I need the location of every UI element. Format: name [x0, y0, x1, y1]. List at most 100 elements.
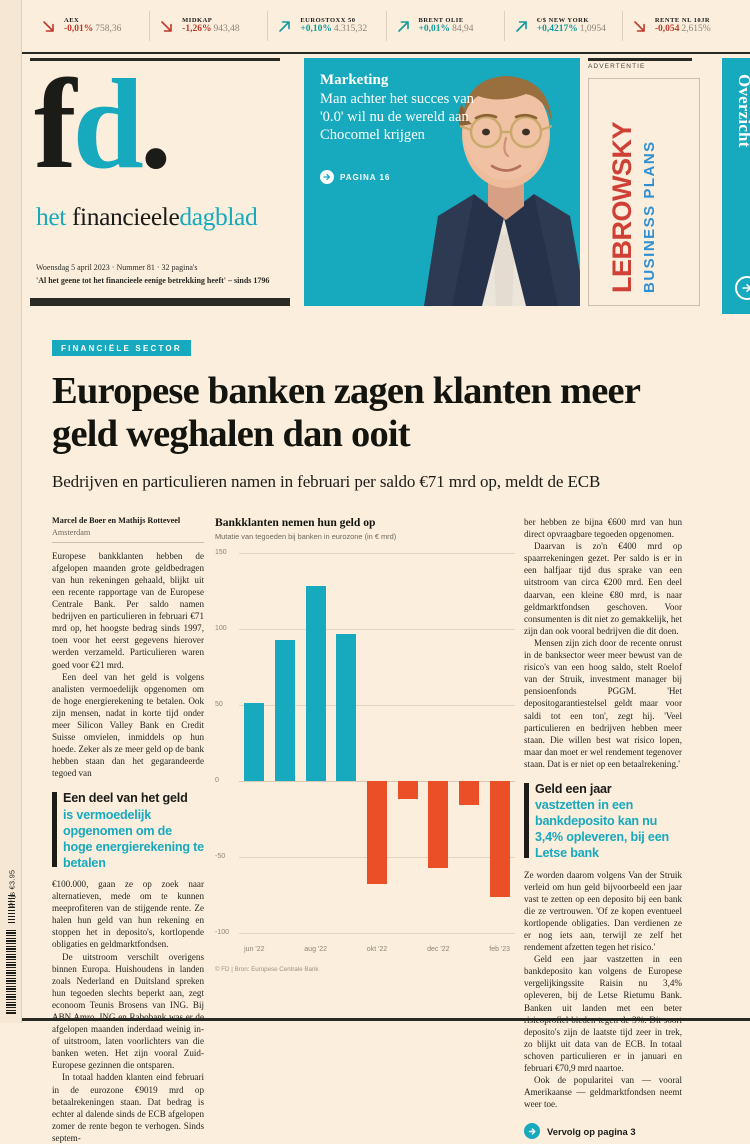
fd-logo: fd.	[34, 60, 172, 188]
chart-bar	[274, 639, 296, 781]
gridline	[239, 629, 515, 630]
ticker-text: MIDKAP -1,26% 943,48	[182, 17, 239, 35]
issue-info: Woensdag 5 april 2023 · Nummer 81 · 32 p…	[36, 261, 298, 287]
teaser-kicker: Marketing	[320, 72, 389, 88]
paragraph: In totaal hadden klanten eind februari i…	[52, 1072, 204, 1143]
spine-strip	[0, 0, 22, 1023]
advert-label: ADVERTENTIE	[588, 63, 646, 70]
arrow-right-icon	[524, 1123, 540, 1140]
chart-bar	[244, 703, 265, 781]
ticker-value: 2,615%	[681, 24, 711, 35]
continuation-link[interactable]: Vervolg op pagina 3	[524, 1123, 682, 1140]
ticker-value: 758,36	[95, 24, 122, 35]
advert-creative[interactable]: LEBROWSKY BUSINESS PLANS	[588, 78, 700, 306]
ticker-item[interactable]: RENTE NL 10JR -0,054 2,615%	[621, 11, 740, 41]
advert-rule	[588, 58, 692, 61]
portrait-illustration	[424, 76, 580, 306]
ticker-text: EUROSTOXX 50 +0,10% 4.315,32	[300, 17, 367, 35]
gridline	[239, 705, 515, 706]
ticker-item[interactable]: EUROSTOXX 50 +0,10% 4.315,32	[267, 11, 385, 41]
ticker-item[interactable]: AEX -0,01% 758,36	[32, 11, 149, 41]
advert-brand: LEBROWSKY	[607, 122, 637, 293]
bottom-rule	[22, 1018, 750, 1021]
overzicht-label: Overzicht	[735, 74, 750, 148]
lead-article-header: FINANCIËLE SECTOR Europese banken zagen …	[52, 338, 712, 492]
ticker-item[interactable]: MIDKAP -1,26% 943,48	[149, 11, 267, 41]
ticker-name: €/$ NEW YORK	[536, 16, 589, 24]
gridline	[239, 933, 515, 934]
ticker-change: -0,01%	[64, 24, 94, 35]
column-one: Marcel de Boer en Mathijs Rotteveel Amst…	[52, 516, 204, 1144]
teaser-page-link[interactable]: PAGINA 16	[320, 170, 390, 184]
ticker-values: +0,10% 4.315,32	[300, 24, 367, 35]
arrow-up-icon	[515, 20, 527, 32]
paragraph: Ook de popularitei van — vooral Amerikaa…	[524, 1075, 682, 1110]
pullquote-body: is vermoedelijk opgenomen om de hoge ene…	[63, 807, 204, 870]
teaser-card[interactable]: Marketing Man achter het succes van '0.0…	[304, 58, 580, 306]
subtitle-financieele: financieele	[71, 202, 180, 231]
ticker-values: -0,01% 758,36	[64, 24, 121, 35]
rail-arrow-icon[interactable]	[735, 276, 750, 300]
ticker-change: +0,01%	[418, 24, 451, 35]
teaser-headline: Man achter het succes van '0.0' wil nu d…	[320, 90, 474, 143]
ticker-text: AEX -0,01% 758,36	[64, 17, 121, 35]
ticker-change: +0,4217%	[536, 24, 578, 35]
chart-bar	[489, 781, 510, 897]
y-axis-tick: 150	[215, 549, 227, 556]
y-axis-tick: 50	[215, 701, 223, 708]
paragraph: Ze worden daarom volgens Van der Struik …	[524, 869, 682, 953]
ticker-value: 1,0954	[579, 24, 606, 35]
article-standfirst: Bedrijven en particulieren namen in febr…	[52, 472, 601, 492]
ticker-item[interactable]: €/$ NEW YORK +0,4217% 1,0954	[503, 11, 622, 41]
masthead-rule-bottom	[30, 298, 290, 306]
page-title: Europese banken zagen klanten meer geld …	[52, 370, 640, 455]
pullquote-lead: Een deel van het geld	[63, 791, 188, 806]
chart-bar	[305, 586, 326, 781]
chart-title: Bankklanten nemen hun geld op	[215, 516, 376, 529]
ticker-item[interactable]: BRENT OLIE +0,01% 84,94	[385, 11, 504, 41]
paragraph: Geld een jaar vastzetten in een bankdepo…	[524, 954, 682, 1074]
x-axis-tick: okt '22	[366, 946, 388, 953]
masthead-slogan: 'Al het geene tot het financieele eenige…	[36, 276, 270, 286]
masthead-rule-top	[30, 58, 280, 61]
column-one-body-cont: €100.000, gaan ze op zoek naar alternati…	[52, 878, 204, 1144]
masthead-row: fd. het financieeledagblad Woensdag 5 ap…	[22, 56, 750, 314]
ticker-values: -1,26% 943,48	[182, 24, 239, 35]
market-ticker: AEX -0,01% 758,36 MIDKAP -1,26% 943,48 EUROSTO…	[22, 0, 750, 54]
paragraph: De uitstroom verschilt overigens binnen …	[52, 951, 204, 1071]
advertisement-column: ADVERTENTIE LEBROWSKY BUSINESS PLANS	[588, 58, 712, 314]
issue-date: Woensdag 5 april 2023 · Nummer 81 · 32 p…	[36, 263, 198, 272]
column-three-body: ber hebben ze bijna €600 mrd van hun dir…	[524, 516, 682, 770]
ticker-values: +0,01% 84,94	[419, 24, 474, 35]
pullquote-lead: Geld een jaar	[535, 781, 612, 796]
article-columns: Marcel de Boer en Mathijs Rotteveel Amst…	[52, 516, 712, 1143]
ticker-value: 84,94	[452, 24, 474, 35]
pullquote-two: Geld een jaar vastzetten in een bankdepo…	[524, 781, 682, 862]
column-three: ber hebben ze bijna €600 mrd van hun dir…	[524, 516, 682, 1140]
chart-bar	[428, 781, 449, 868]
ticker-name: MIDKAP	[182, 16, 213, 24]
logo-letter-f: f	[34, 53, 77, 195]
paragraph: €100.000, gaan ze op zoek naar alternati…	[52, 878, 204, 950]
arrow-right-icon	[320, 170, 334, 184]
masthead-subtitle: het financieeledagblad	[36, 202, 258, 232]
barcode	[6, 930, 16, 1014]
ticker-text: RENTE NL 10JR -0,054 2,615%	[655, 17, 711, 35]
chart-bar	[366, 781, 388, 885]
y-axis-tick: 100	[215, 625, 227, 632]
masthead-logo-block: fd. het financieeledagblad Woensdag 5 ap…	[30, 58, 298, 314]
ticker-name: AEX	[64, 16, 80, 24]
section-kicker[interactable]: FINANCIËLE SECTOR	[52, 340, 191, 356]
ticker-value: 4.315,32	[333, 24, 368, 35]
arrow-down-icon	[634, 20, 645, 32]
y-axis-tick: -50	[215, 853, 226, 860]
ticker-name: EUROSTOXX 50	[300, 16, 356, 24]
overzicht-rail[interactable]: Overzicht	[722, 58, 750, 314]
pullquote-body: vastzetten in een bankdeposito kan nu 3,…	[535, 798, 669, 861]
ticker-name: BRENT OLIE	[418, 16, 464, 24]
x-axis-tick: jun '22	[244, 946, 265, 953]
byline-city: Amsterdam	[52, 528, 204, 543]
arrow-down-icon	[43, 20, 54, 32]
chart-plot-area	[239, 553, 515, 933]
column-two-chart: Bankklanten nemen hun geld op Mutatie va…	[215, 516, 515, 973]
